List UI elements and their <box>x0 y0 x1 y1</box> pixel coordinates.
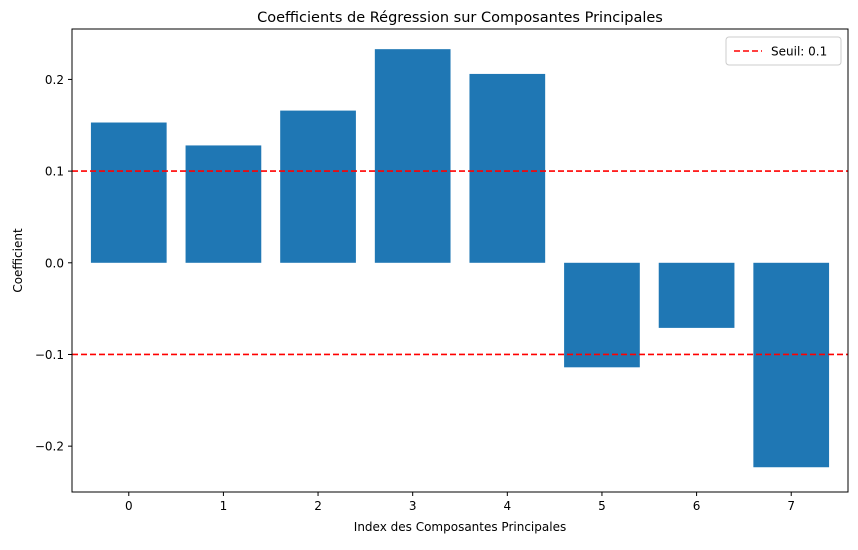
bar-7 <box>753 262 830 468</box>
x-tick-label: 4 <box>503 499 511 513</box>
bars-group <box>90 49 830 468</box>
x-tick-label: 3 <box>409 499 417 513</box>
plot-frame <box>71 28 849 493</box>
y-axis-ticks: −0.2 −0.1 0.0 0.1 0.2 <box>35 73 72 454</box>
y-tick-label: −0.2 <box>35 440 64 454</box>
y-tick-label: 0.1 <box>45 165 64 179</box>
x-axis-label: Index des Composantes Principales <box>354 520 566 534</box>
bar-4 <box>469 73 546 263</box>
x-tick-label: 5 <box>598 499 606 513</box>
x-tick-label: 0 <box>125 499 133 513</box>
legend: Seuil: 0.1 <box>725 36 842 66</box>
bar-1 <box>185 145 262 263</box>
x-tick-label: 7 <box>787 499 795 513</box>
y-tick-label: 0.2 <box>45 73 64 87</box>
bar-3 <box>374 49 451 263</box>
y-tick-label: 0.0 <box>45 256 64 270</box>
threshold-lines-group <box>72 170 848 356</box>
legend-entry-label: Seuil: 0.1 <box>771 45 827 59</box>
x-tick-label: 2 <box>314 499 322 513</box>
x-axis-ticks: 0 1 2 3 4 5 6 7 <box>125 492 795 513</box>
chart-title: Coefficients de Régression sur Composant… <box>257 10 663 26</box>
legend-box <box>725 36 842 66</box>
y-axis-label: Coefficient <box>11 228 25 293</box>
x-tick-label: 1 <box>220 499 228 513</box>
y-tick-label: −0.1 <box>35 348 64 362</box>
bar-2 <box>280 110 356 263</box>
x-tick-label: 6 <box>693 499 701 513</box>
bar-5 <box>564 262 640 368</box>
bar-0 <box>90 122 167 263</box>
bar-6 <box>658 262 735 328</box>
